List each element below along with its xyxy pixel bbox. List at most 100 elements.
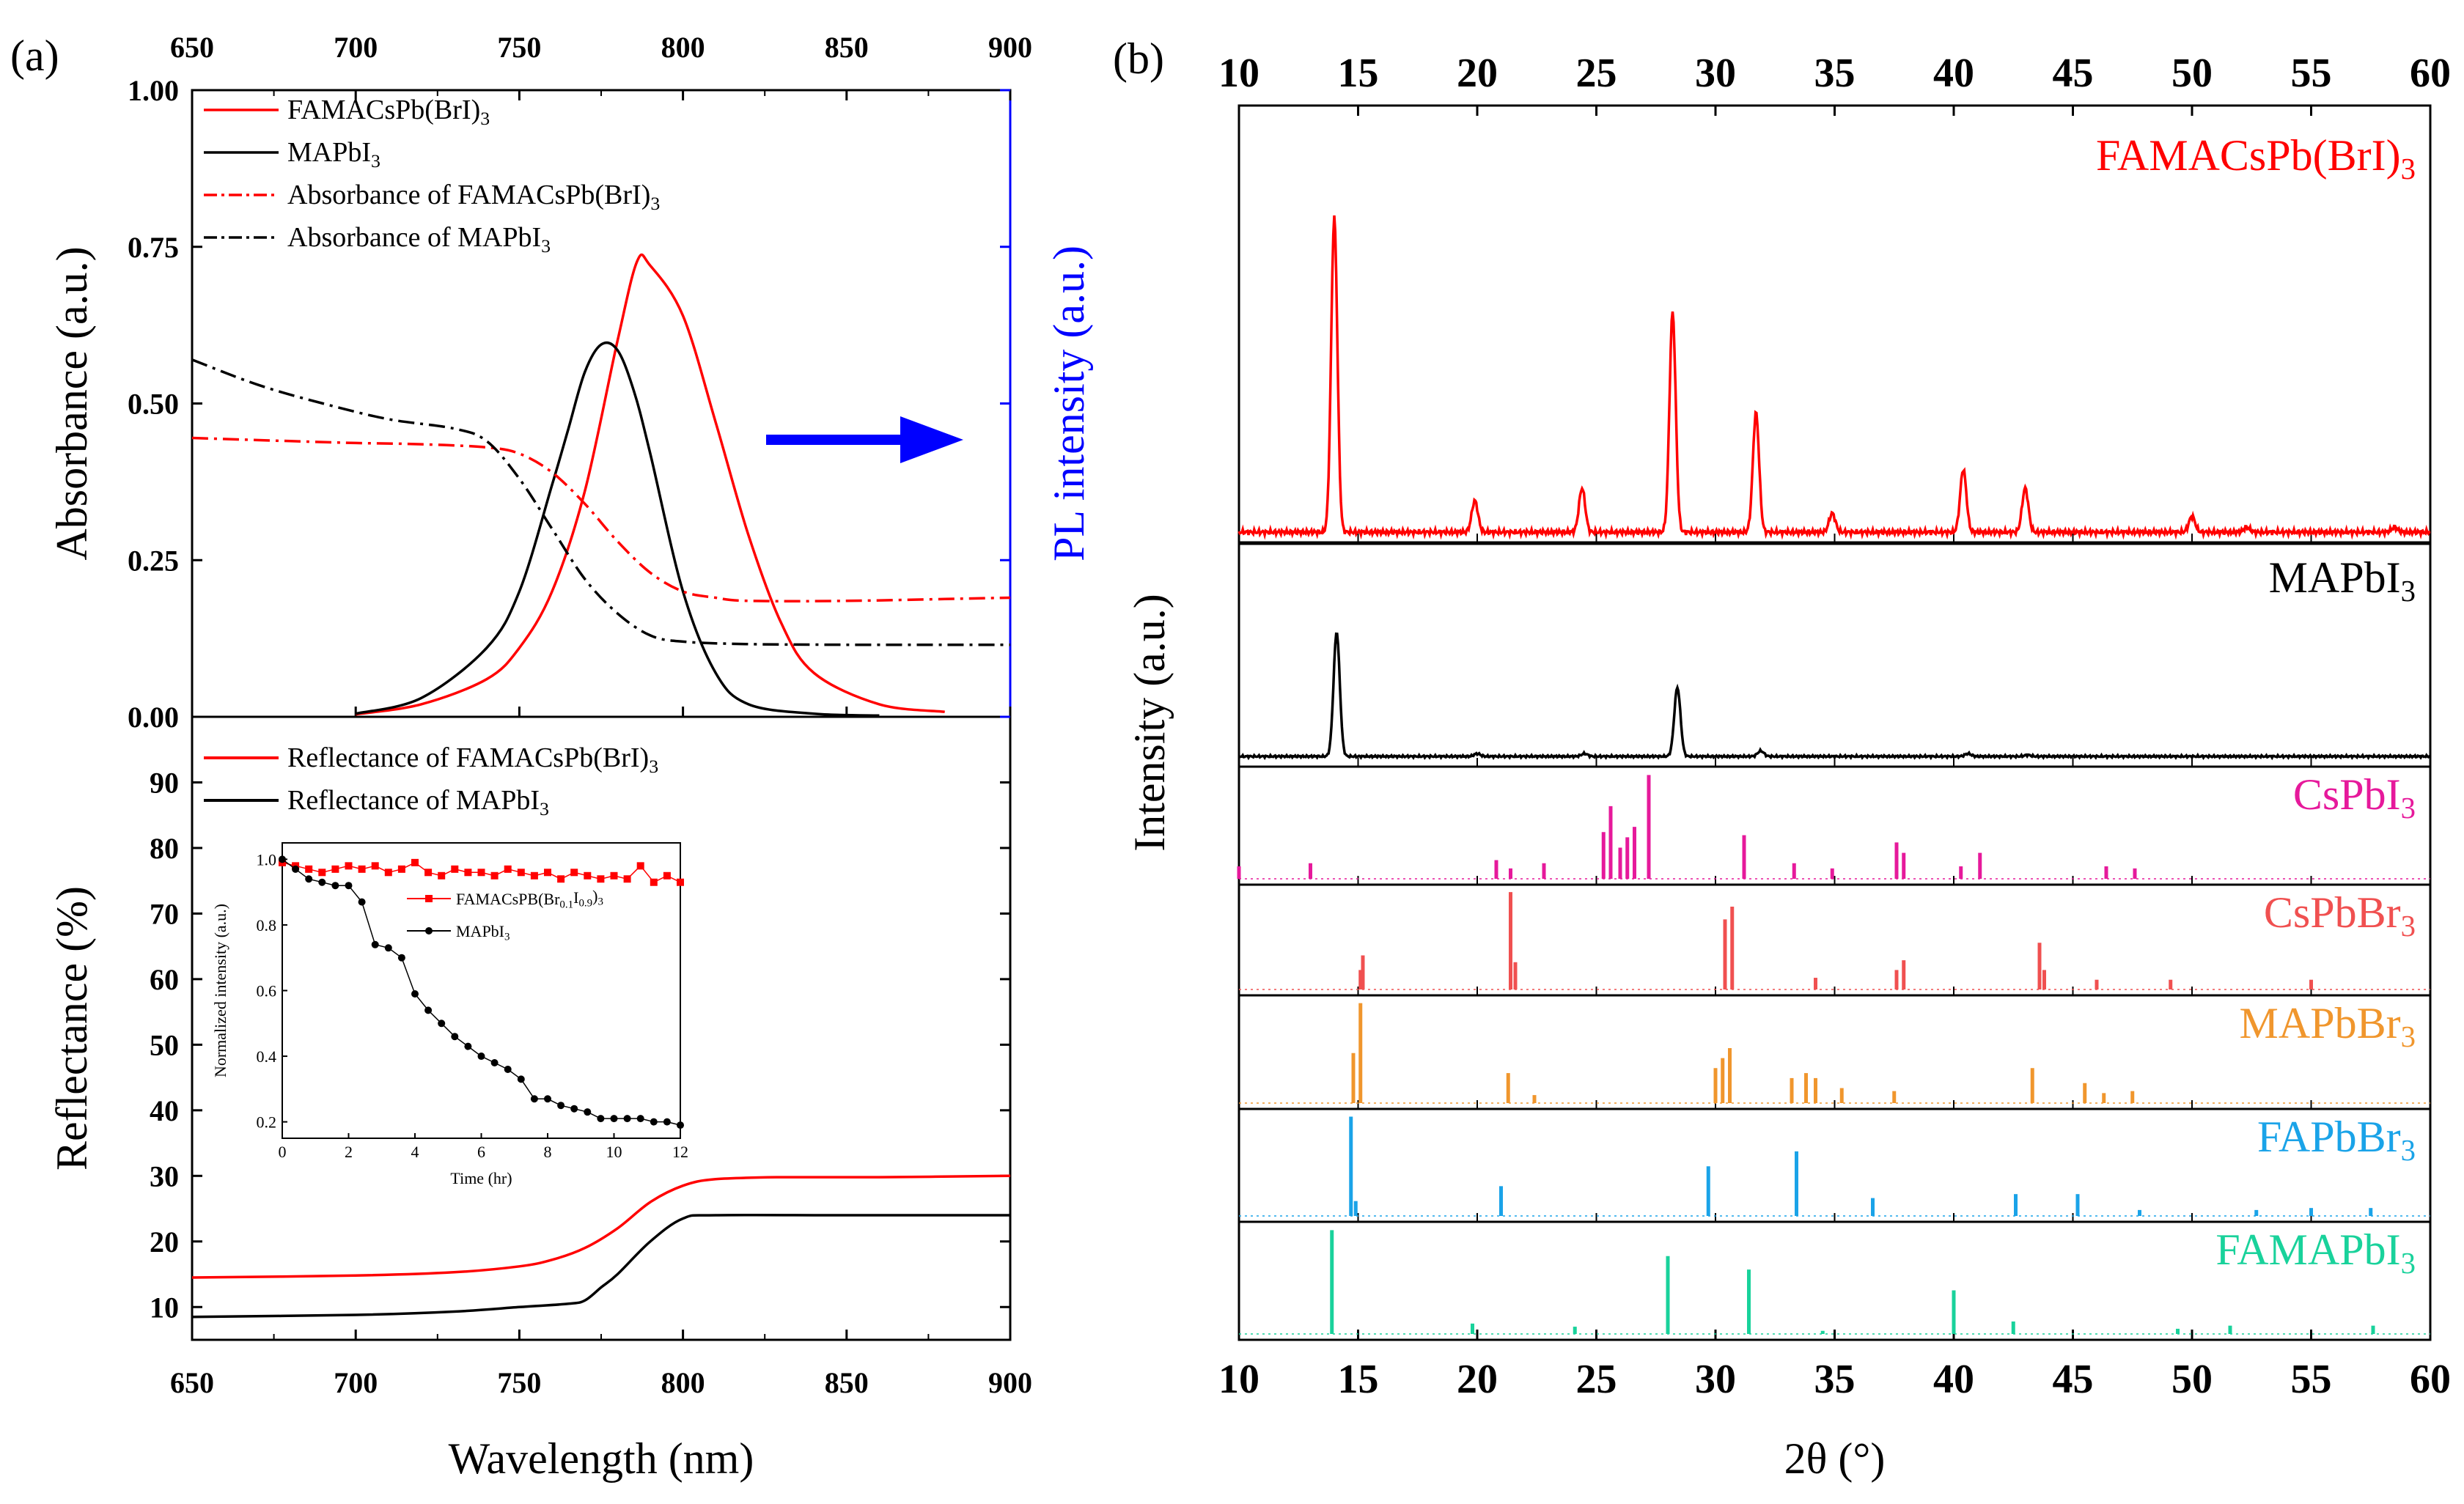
inset-y-tick-label: 1.0 [257,850,277,869]
inset-x-tick-label: 12 [672,1143,688,1161]
inset-x-tick-label: 8 [544,1143,552,1161]
inset-marker [424,1006,433,1014]
legend-entry: Reflectance of FAMACsPb(BrI)3 [287,742,658,777]
inset-marker [451,865,459,873]
xrd-subplot: FAMAPbI3 [1237,1220,2432,1341]
inset-legend-marker [425,895,433,902]
legend-entry: Reflectance of MAPbI3 [287,785,549,819]
inset-marker [477,869,485,877]
inset-marker [597,1115,605,1123]
bottom-x-tick-label: 15 [1338,1357,1379,1402]
xrd-subplot: MAPbI3 [1237,542,2432,768]
xrd-subplot-frame [1237,765,2432,886]
x-axis-title: 2θ (°) [1784,1434,1886,1483]
inset-legend-entry: FAMACsPB(Br0.1I0.9)3 [456,887,603,911]
top-x-tick-label: 40 [1933,51,1974,96]
bottom-x-tick-label: 650 [170,1366,214,1399]
inset-x-tick-label: 2 [345,1143,353,1161]
top-x-tick-label: 35 [1814,51,1856,96]
y-axis-title: Intensity (a.u.) [1125,594,1174,852]
inset-marker [279,855,286,863]
reflectance-y-tick-label: 90 [150,766,179,799]
pl-arrow-head [900,416,963,463]
bottom-x-tick-label: 60 [2410,1357,2451,1402]
inset-marker [451,1033,459,1041]
inset-marker [663,1118,671,1126]
inset-marker [677,1121,684,1129]
inset-marker [636,1115,644,1123]
series-line [191,436,1011,602]
top-x-tick-label: 60 [2410,51,2451,96]
bottom-x-tick-label: 25 [1576,1357,1617,1402]
series-line [191,1174,1011,1279]
top-x-tick-label: 700 [334,31,378,64]
inset-marker [490,1059,499,1067]
inset-marker [623,875,631,883]
top-x-tick-label: 15 [1338,51,1379,96]
inset-chart: 0 2 4 6 8 10 12 0.2 0.4 0.6 0.8 1.0 Time (hr) Normali… [211,842,688,1187]
inset-marker [544,869,551,877]
inset-marker [517,869,525,877]
legend-entry: MAPbI3 [287,137,380,172]
inset-marker [530,871,538,880]
inset-marker [438,871,446,880]
inset-marker [557,1102,565,1110]
panel-b: (b) 10 10 15 15 20 20 25 25 30 30 35 35 40 40 45 45 50 50 5… [1113,34,2451,1483]
inset-y-title: Normalized intensity (a.u.) [211,904,229,1077]
top-x-tick-label: 650 [170,31,214,64]
absorbance-series-group [191,253,1011,718]
top-x-tick-label: 25 [1576,51,1617,96]
bottom-x-tick-label: 10 [1218,1357,1259,1402]
reflectance-y-tick-label: 70 [150,897,179,930]
inset-marker [371,940,379,948]
xrd-subplot: FAMACsPb(BrI)3 [1237,104,2432,544]
xrd-pattern-line [1237,632,2431,761]
inset-marker [570,1105,578,1113]
inset-marker [597,875,605,883]
xrd-subplot-label: CsPbI3 [2293,770,2416,825]
legend-entry: Absorbance of MAPbI3 [287,222,551,257]
inset-marker [610,871,618,880]
inset-x-tick-label: 10 [606,1143,622,1161]
inset-marker [331,882,339,890]
inset-marker [384,869,392,877]
reflectance-y-tick-label: 60 [150,963,179,996]
xrd-subplot: FAPbBr3 [1237,1107,2432,1223]
xrd-subplot-label: FAMACsPb(BrI)3 [2096,131,2416,185]
inset-marker [397,954,405,962]
xrd-subplot-label: MAPbBr3 [2240,999,2416,1053]
inset-marker [305,875,313,883]
inset-legend-entry: MAPbI3 [456,922,510,943]
bottom-x-tick-label: 50 [2171,1357,2213,1402]
xrd-subplot-label: MAPbI3 [2269,553,2416,608]
bottom-x-tick-label: 45 [2053,1357,2094,1402]
inset-marker [464,869,472,877]
xrd-subplot: MAPbBr3 [1237,994,2432,1110]
xrd-subplot-label: FAMAPbI3 [2215,1225,2416,1280]
top-x-tick-label: 30 [1695,51,1736,96]
reflectance-y-tick-label: 30 [150,1160,179,1192]
top-x-tick-label: 800 [661,31,705,64]
inset-marker [650,878,658,886]
xrd-subplot-frame [1237,1107,2432,1223]
legend-entry: Absorbance of FAMACsPb(BrI)3 [287,180,660,214]
reflectance-axis-title: Reflectance (%) [48,886,96,1171]
inset-x-tick-label: 0 [279,1143,287,1161]
series-line [191,358,1010,646]
inset-marker [438,1020,446,1028]
bottom-x-tick-label: 55 [2291,1357,2332,1402]
inset-marker [490,871,499,880]
inset-legend-marker [425,927,433,935]
panel-a-label: (a) [10,32,59,80]
inset-y-tick-label: 0.6 [257,982,277,1000]
absorbance-y-tick-label: 0.50 [128,388,179,421]
inset-marker [292,865,300,873]
inset-marker [345,882,353,890]
top-x-tick-label: 10 [1218,51,1259,96]
xrd-subplot-frame [1237,542,2432,768]
reflectance-y-tick-label: 10 [150,1291,179,1324]
panel-b-label: (b) [1113,34,1164,83]
inset-marker [517,1075,525,1083]
series-line [191,1213,1010,1319]
bottom-x-tick-label: 40 [1933,1357,1974,1402]
